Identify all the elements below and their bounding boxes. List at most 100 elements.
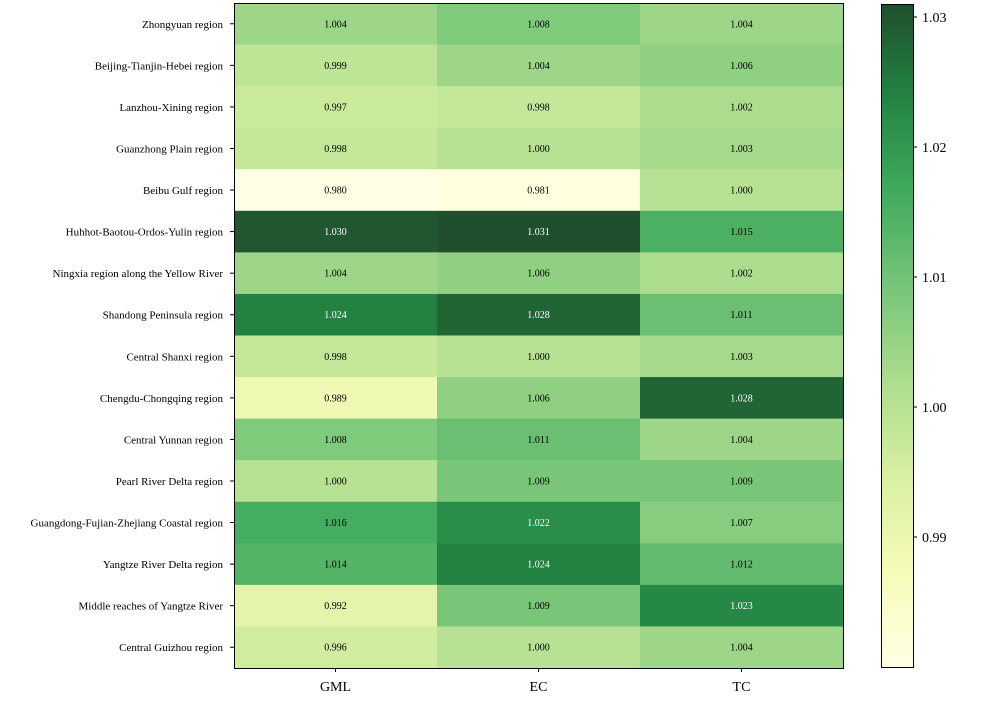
cell-value-label: 0.992 (324, 601, 347, 612)
cell-value-label: 1.022 (527, 518, 550, 529)
heatmap-cell (640, 252, 844, 295)
heatmap-cell (234, 626, 438, 669)
heatmap-cell (437, 460, 641, 503)
colorbar-tick-label: 1.02 (922, 141, 947, 156)
cell-value-label: 0.998 (324, 144, 347, 155)
cell-value-label: 1.003 (730, 352, 753, 363)
heatmap-cell (437, 3, 641, 46)
row-label: Middle reaches of Yangtze River (79, 601, 224, 613)
cell-value-label: 0.999 (324, 61, 347, 72)
heatmap-cell (640, 543, 844, 586)
column-labels: GML EC TC (320, 668, 751, 695)
cell-value-label: 1.028 (527, 310, 550, 321)
heatmap-cell (437, 584, 641, 627)
heatmap-cell (437, 335, 641, 378)
cell-value-label: 1.011 (527, 435, 549, 446)
column-label: GML (320, 680, 351, 695)
heatmap-cell (640, 3, 844, 46)
heatmap-cell (234, 3, 438, 46)
cell-value-label: 1.009 (730, 476, 753, 487)
cell-value-label: 1.004 (324, 19, 347, 30)
heatmap-cell (234, 335, 438, 378)
cell-value-label: 1.009 (527, 476, 550, 487)
cell-value-label: 1.016 (324, 518, 347, 529)
cell-value-label: 1.008 (324, 435, 347, 446)
cell-value-label: 1.000 (324, 476, 347, 487)
row-label: Guangdong-Fujian-Zhejiang Coastal region (31, 518, 224, 530)
colorbar-gradient (881, 4, 914, 668)
heatmap-cell (640, 418, 844, 461)
cell-value-label: 1.024 (527, 560, 550, 571)
cell-value-label: 1.024 (324, 310, 347, 321)
heatmap-cell (640, 44, 844, 87)
cell-value-label: 1.004 (730, 19, 753, 30)
cell-value-label: 0.998 (324, 352, 347, 363)
heatmap-cell (234, 418, 438, 461)
heatmap-cell (640, 293, 844, 336)
colorbar-tick-label: 0.99 (922, 531, 947, 546)
heatmap-cell (640, 584, 844, 627)
heatmap-cell (437, 169, 641, 212)
cell-value-label: 1.003 (730, 144, 753, 155)
cell-value-label: 1.028 (730, 393, 753, 404)
cell-value-label: 1.002 (730, 269, 753, 280)
heatmap-cell (640, 210, 844, 253)
row-label: Shandong Peninsula region (103, 310, 224, 322)
colorbar-tick-label: 1.01 (922, 271, 947, 286)
column-label: EC (530, 680, 548, 695)
row-label: Pearl River Delta region (116, 476, 224, 488)
heatmap-cell (234, 543, 438, 586)
cell-value-label: 1.007 (730, 518, 753, 529)
colorbar: 0.99 1.00 1.01 1.02 1.03 (881, 4, 947, 668)
heatmap-cell (234, 127, 438, 170)
cell-value-label: 1.002 (730, 102, 753, 113)
cell-value-label: 0.996 (324, 643, 347, 654)
cell-value-label: 0.997 (324, 102, 347, 113)
heatmap-cell (640, 501, 844, 544)
cell-value-label: 1.014 (324, 560, 347, 571)
cell-value-label: 1.004 (324, 269, 347, 280)
heatmap-cell (437, 418, 641, 461)
cell-value-label: 0.981 (527, 186, 550, 197)
heatmap-cell (234, 584, 438, 627)
cell-value-label: 1.006 (527, 269, 550, 280)
colorbar-ticks: 0.99 1.00 1.01 1.02 1.03 (913, 11, 947, 546)
cell-value-label: 1.000 (527, 144, 550, 155)
row-label: Zhongyuan region (142, 19, 223, 31)
heatmap-cell (437, 293, 641, 336)
heatmap-cell (437, 543, 641, 586)
cell-value-label: 1.030 (324, 227, 347, 238)
heatmap-cell (234, 44, 438, 87)
row-label: Central Yunnan region (124, 434, 224, 446)
heatmap-cell (437, 501, 641, 544)
heatmap-cell (437, 626, 641, 669)
row-label: Ningxia region along the Yellow River (53, 268, 224, 280)
heatmap-cell (640, 460, 844, 503)
heatmap-cell (437, 86, 641, 129)
row-label: Central Guizhou region (119, 642, 223, 654)
row-label: Chengdu-Chongqing region (100, 393, 224, 405)
cell-value-label: 1.006 (730, 61, 753, 72)
cell-value-label: 1.000 (730, 186, 753, 197)
heatmap-cell (640, 335, 844, 378)
cell-value-label: 1.006 (527, 393, 550, 404)
heatmap-cell (640, 86, 844, 129)
heatmap-cell (234, 377, 438, 420)
row-label: Guanzhong Plain region (116, 143, 223, 155)
heatmap-cell (437, 252, 641, 295)
cell-value-label: 1.009 (527, 601, 550, 612)
heatmap-cell (234, 501, 438, 544)
colorbar-tick-label: 1.03 (922, 11, 947, 26)
heatmap-cell (437, 210, 641, 253)
cell-value-label: 1.000 (527, 352, 550, 363)
cell-value-label: 1.004 (730, 643, 753, 654)
row-label: Lanzhou-Xining region (119, 102, 223, 114)
heatmap-cell (437, 127, 641, 170)
heatmap-cell (234, 210, 438, 253)
cell-value-label: 1.000 (527, 643, 550, 654)
column-label: TC (733, 680, 751, 695)
row-label: Huhhot-Baotou-Ordos-Yulin region (66, 227, 224, 239)
heatmap-cell (437, 377, 641, 420)
heatmap-cell (234, 293, 438, 336)
